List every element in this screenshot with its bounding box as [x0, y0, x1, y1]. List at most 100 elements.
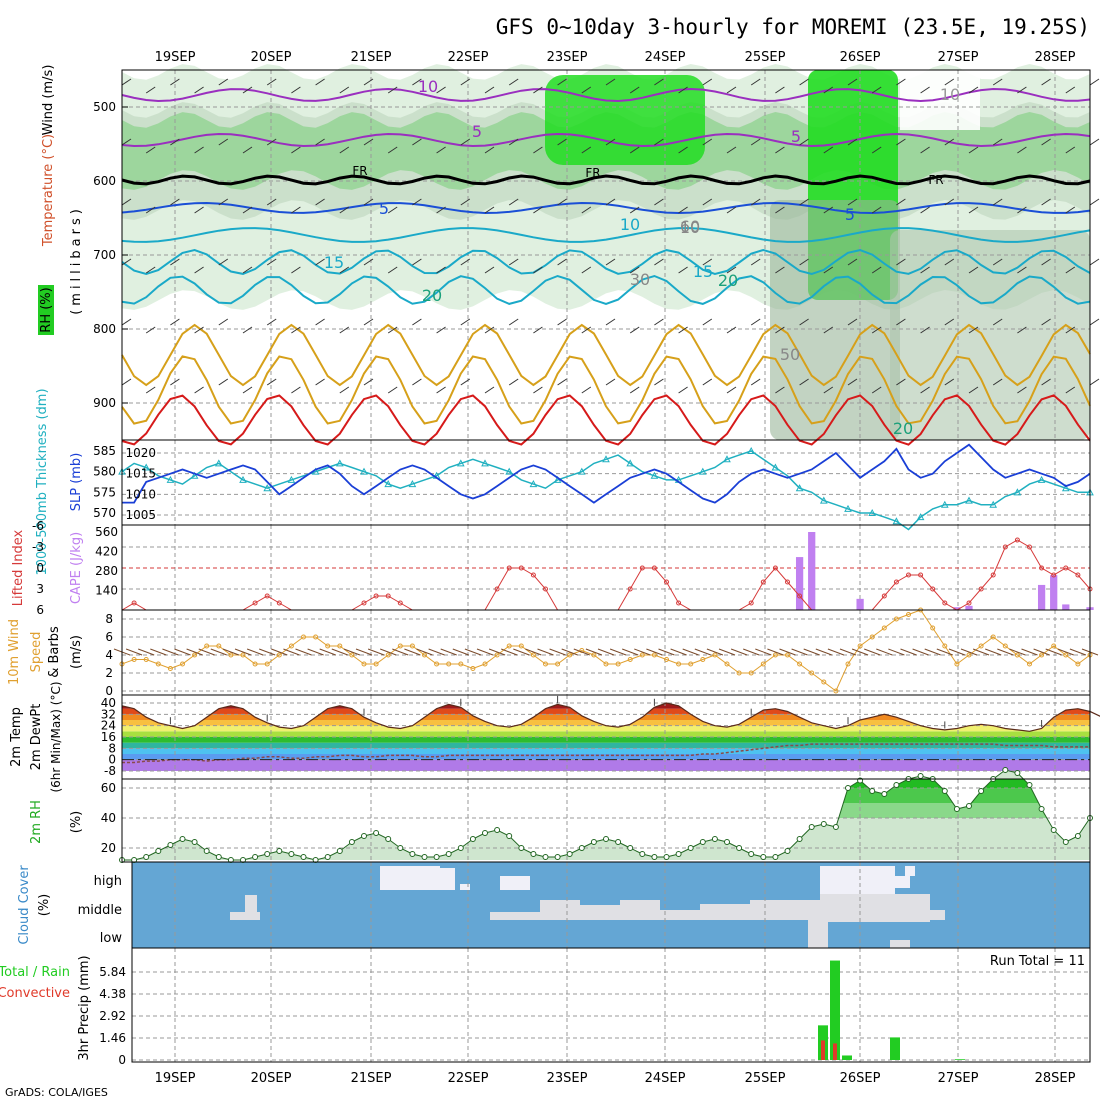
date-label-bottom: 23SEP — [547, 1071, 588, 1086]
wind-barb — [1045, 648, 1062, 656]
wind-barb — [799, 318, 809, 326]
rh-point — [881, 791, 888, 797]
thickness-point — [940, 500, 949, 508]
tick-label: 900 — [93, 396, 116, 410]
wind-speed-point — [809, 670, 815, 676]
rh-band — [122, 779, 1090, 788]
date-label-top: 27SEP — [938, 50, 979, 65]
wind-speed-point — [530, 652, 536, 658]
wind-barb — [702, 198, 713, 206]
thickness-point — [577, 467, 586, 475]
wind-barb — [1089, 318, 1100, 326]
rh-point — [784, 848, 791, 854]
wind-speed-point — [216, 643, 222, 649]
lifted-index-point — [1075, 572, 1081, 578]
rh-bands — [122, 779, 1090, 818]
thickness-point — [916, 513, 925, 521]
wind-barb — [726, 206, 737, 214]
wind-speed-point — [167, 666, 173, 671]
wind-barb — [1069, 648, 1087, 656]
temp-bands — [122, 703, 1090, 771]
wind-barb — [412, 198, 422, 206]
axis-label-millibars: (millibars) — [69, 205, 84, 315]
axis-label-cape: CAPE (J/kg) — [69, 532, 84, 604]
axis-label-cloud-unit: (%) — [37, 894, 52, 917]
wind-barb — [1017, 146, 1027, 154]
wind-barb — [307, 648, 324, 656]
contour-label: 20 — [718, 271, 738, 290]
wind-barb — [460, 198, 471, 206]
lifted-index-point — [543, 586, 548, 592]
wind-barb — [779, 648, 796, 656]
rh-point — [1074, 833, 1081, 839]
wind-barb — [315, 198, 325, 206]
wind-speed-point — [857, 643, 863, 649]
wind-barb — [436, 146, 446, 154]
wind-barb — [186, 648, 203, 656]
cloud-block — [540, 900, 580, 920]
wind-barb — [170, 198, 180, 206]
axis-label-wind: Wind (m/s) — [41, 65, 56, 136]
lifted-index-point — [978, 586, 984, 592]
cloud-block — [890, 940, 910, 948]
wind-speed-point — [349, 652, 355, 658]
wind-barb — [339, 146, 350, 154]
temp-line — [121, 702, 1100, 732]
tick-label: 1.46 — [99, 1031, 126, 1045]
contour-label: 5 — [845, 205, 855, 224]
wind-barb — [629, 86, 640, 94]
temp-band — [122, 748, 1090, 754]
axis-label-cloud: Cloud Cover — [17, 865, 32, 945]
wind-barb — [387, 206, 398, 214]
rh-point — [578, 845, 585, 851]
rh-point — [397, 845, 404, 851]
wind-speed-point — [833, 688, 839, 694]
wind-speed-point — [591, 652, 597, 658]
axis-label-total-rain: Total / Rain — [0, 965, 70, 980]
wind-barb — [767, 648, 784, 656]
wind-speed-point — [518, 643, 524, 649]
wind-barb — [968, 86, 979, 94]
wind-barb — [920, 206, 930, 214]
wind-barb — [363, 198, 374, 206]
wind-barb — [533, 206, 543, 214]
wind-barb — [597, 648, 615, 656]
contour-label: 10 — [680, 218, 700, 237]
wind-speed-point — [724, 661, 730, 667]
wind-barb — [1089, 78, 1100, 86]
wind-barb — [581, 326, 592, 334]
wind-barb — [549, 648, 566, 656]
rh-point — [978, 788, 985, 794]
contour-label: 50 — [780, 345, 800, 364]
wind-speed-point — [627, 657, 633, 662]
wind-barb — [944, 138, 955, 146]
wind-speed-point — [494, 652, 500, 658]
wind-barb — [1033, 648, 1050, 656]
wind-speed-point — [252, 661, 258, 667]
wind-barb — [851, 648, 869, 656]
wind-barb — [363, 378, 374, 386]
wind-barb — [464, 648, 482, 656]
wind-speed-point — [337, 643, 343, 649]
rh-point — [603, 836, 609, 842]
wind-speed-point — [155, 661, 161, 667]
wind-speed-point — [385, 652, 391, 658]
axis-label-convective: Convective — [0, 986, 70, 1001]
wind-barb — [412, 378, 422, 386]
lifted-index-point — [530, 572, 536, 578]
wind-barb — [501, 648, 518, 656]
lifted-index-point — [1014, 537, 1020, 543]
wind-barb — [1041, 258, 1051, 266]
wind-barb — [997, 648, 1014, 656]
axis-label-rh2m-unit: (%) — [69, 811, 84, 834]
wind-barb — [476, 648, 494, 656]
wind-barb — [513, 648, 530, 656]
wind-barb — [194, 326, 204, 334]
wind-speed-point — [651, 652, 657, 658]
wind-barb — [847, 318, 858, 326]
wind-barb — [412, 138, 422, 146]
wind-speed-point — [434, 661, 440, 667]
wind-barb — [896, 78, 906, 86]
thickness-point — [747, 446, 756, 454]
wind-speed-point — [893, 616, 899, 622]
